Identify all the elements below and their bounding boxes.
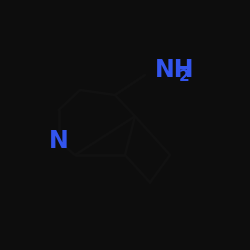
Text: NH: NH	[155, 58, 194, 82]
Text: N: N	[49, 129, 68, 153]
Text: 2: 2	[179, 69, 190, 84]
